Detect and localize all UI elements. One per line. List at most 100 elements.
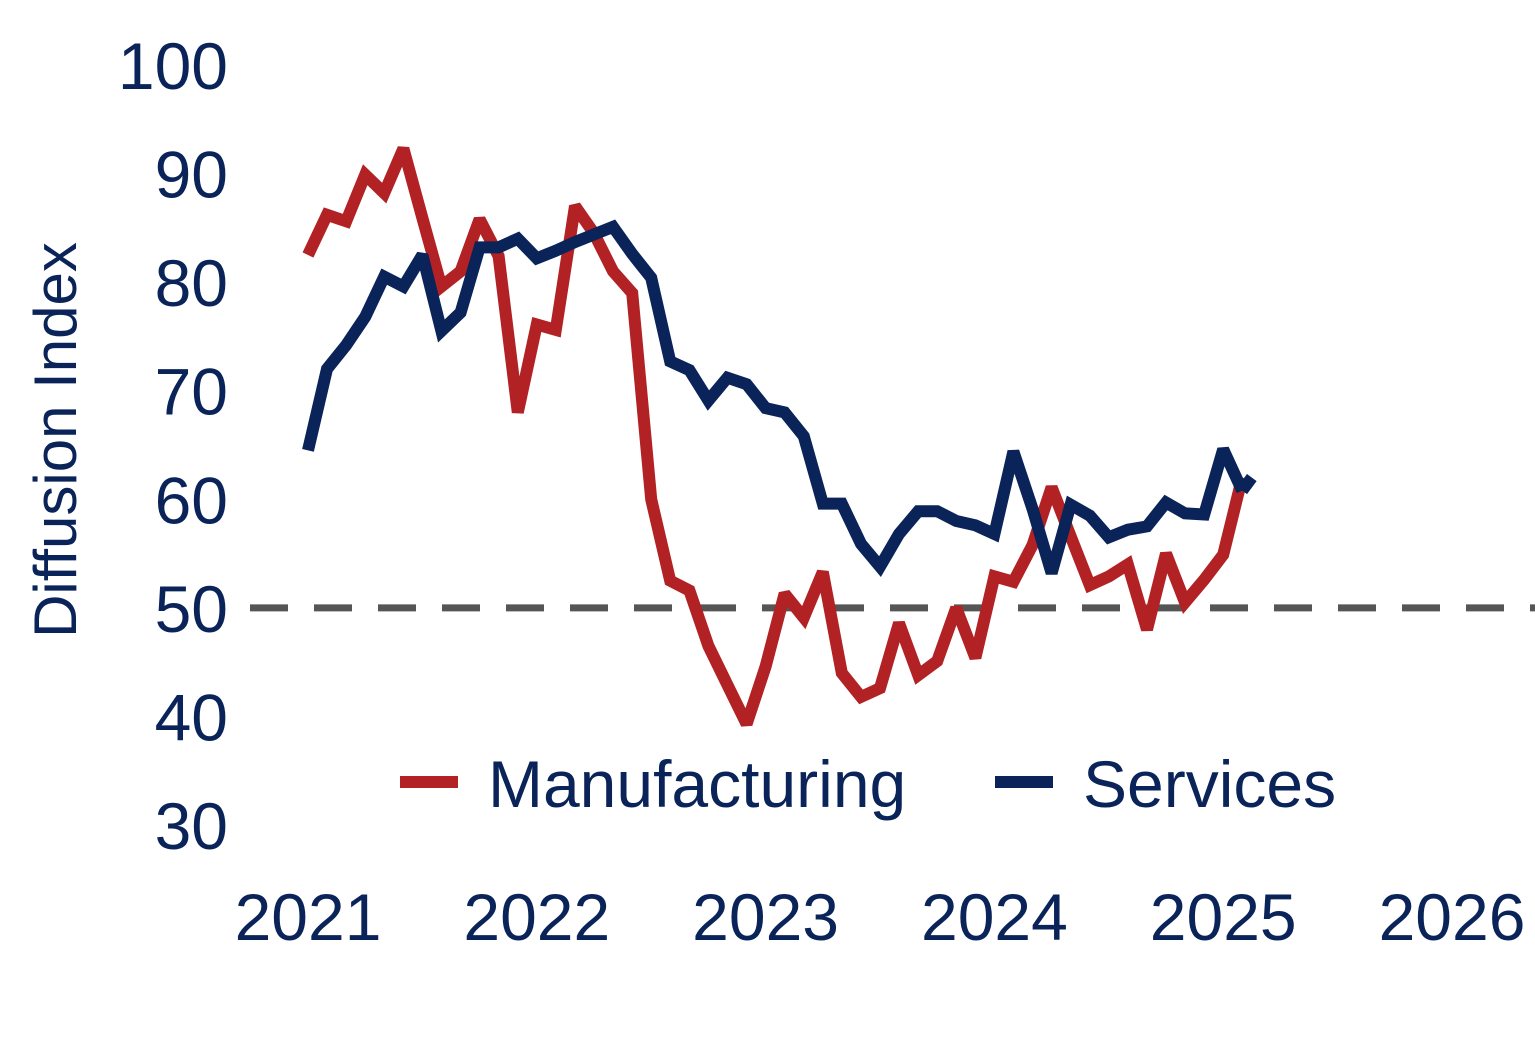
data-point-services [1126, 528, 1130, 532]
data-point-services [459, 311, 463, 315]
data-point-services [954, 519, 958, 523]
data-point-manufacturing [382, 191, 386, 195]
data-point-manufacturing [668, 579, 672, 583]
data-point-manufacturing [363, 173, 367, 177]
data-point-manufacturing [706, 644, 710, 648]
x-tick-label: 2026 [1379, 880, 1526, 954]
data-point-services [1011, 450, 1015, 454]
data-point-manufacturing [306, 253, 310, 257]
data-point-manufacturing [630, 291, 634, 295]
data-point-manufacturing [802, 616, 806, 620]
y-tick-label: 40 [155, 680, 228, 754]
y-tick-label: 60 [155, 463, 228, 537]
data-point-manufacturing [1202, 578, 1206, 582]
y-tick-label: 70 [155, 355, 228, 429]
legend-label-manufacturing: Manufacturing [488, 747, 906, 821]
data-point-services [478, 245, 482, 249]
data-point-services [1069, 503, 1073, 507]
data-point-manufacturing [859, 695, 863, 699]
data-point-manufacturing [401, 147, 405, 151]
data-point-manufacturing [420, 216, 424, 220]
data-point-manufacturing [840, 671, 844, 675]
y-tick-label: 50 [155, 572, 228, 646]
data-point-services [306, 448, 310, 452]
data-point-services [439, 329, 443, 333]
data-point-services [1088, 514, 1092, 518]
data-point-services [382, 275, 386, 279]
data-point-manufacturing [916, 673, 920, 677]
data-point-manufacturing [745, 722, 749, 726]
data-point-services [1240, 489, 1244, 493]
data-point-services [859, 542, 863, 546]
data-point-services [1202, 513, 1206, 517]
data-point-services [1050, 571, 1054, 575]
y-tick-label: 100 [118, 29, 228, 103]
data-point-services [420, 253, 424, 257]
series-line-services-tail [1237, 474, 1257, 495]
data-point-services [916, 509, 920, 513]
data-point-services [897, 532, 901, 536]
data-point-services [821, 502, 825, 506]
data-point-services [764, 406, 768, 410]
data-point-services [592, 232, 596, 236]
data-point-services [611, 225, 615, 229]
data-point-manufacturing [1069, 534, 1073, 538]
x-tick-label: 2023 [692, 880, 839, 954]
data-point-services [325, 367, 329, 371]
data-point-services [1164, 501, 1168, 505]
data-point-manufacturing [554, 328, 558, 332]
data-point-manufacturing [992, 574, 996, 578]
data-point-services [516, 237, 520, 241]
data-point-services [745, 382, 749, 386]
data-point-manufacturing [611, 269, 615, 273]
data-point-manufacturing [878, 686, 882, 690]
y-ticks: 100 90 80 70 60 50 40 30 [118, 29, 228, 863]
data-point-services [802, 434, 806, 438]
data-point-services [344, 343, 348, 347]
data-point-services [783, 410, 787, 414]
data-point-manufacturing [439, 285, 443, 289]
data-point-services [725, 376, 729, 380]
x-ticks: 2021 2022 2023 2024 2025 2026 [235, 880, 1526, 954]
data-point-manufacturing [649, 497, 653, 501]
y-tick-label: 30 [155, 789, 228, 863]
data-point-services [554, 249, 558, 253]
data-point-manufacturing [516, 410, 520, 414]
y-axis-label-group: Diffusion Index [22, 242, 89, 638]
data-point-manufacturing [1164, 552, 1168, 556]
y-tick-label: 90 [155, 138, 228, 212]
data-point-services [878, 565, 882, 569]
data-point-manufacturing [935, 659, 939, 663]
data-point-services [992, 532, 996, 536]
legend-label-services: Services [1083, 747, 1336, 821]
data-point-manufacturing [1050, 485, 1054, 489]
data-point-manufacturing [687, 589, 691, 593]
data-point-services [1221, 447, 1225, 451]
data-point-manufacturing [783, 592, 787, 596]
data-point-services [1107, 535, 1111, 539]
data-point-manufacturing [1221, 553, 1225, 557]
data-point-services [1183, 511, 1187, 515]
data-point-manufacturing [1011, 580, 1015, 584]
data-point-manufacturing [535, 323, 539, 327]
x-tick-label: 2025 [1150, 880, 1297, 954]
data-point-services [630, 252, 634, 256]
x-tick-label: 2022 [463, 880, 610, 954]
data-point-services [1250, 476, 1254, 480]
data-point-manufacturing [1088, 583, 1092, 587]
data-point-services [649, 276, 653, 280]
data-point-services [497, 245, 501, 249]
data-point-manufacturing [573, 204, 577, 208]
data-point-services [535, 256, 539, 260]
data-point-services [401, 285, 405, 289]
data-point-services [935, 509, 939, 513]
data-point-services [363, 315, 367, 319]
data-point-manufacturing [344, 219, 348, 223]
data-point-services [573, 240, 577, 244]
data-point-services [1145, 524, 1149, 528]
data-point-services [1031, 507, 1035, 511]
data-point-manufacturing [1031, 543, 1035, 547]
series-line-services [302, 219, 1248, 578]
data-point-manufacturing [821, 570, 825, 574]
